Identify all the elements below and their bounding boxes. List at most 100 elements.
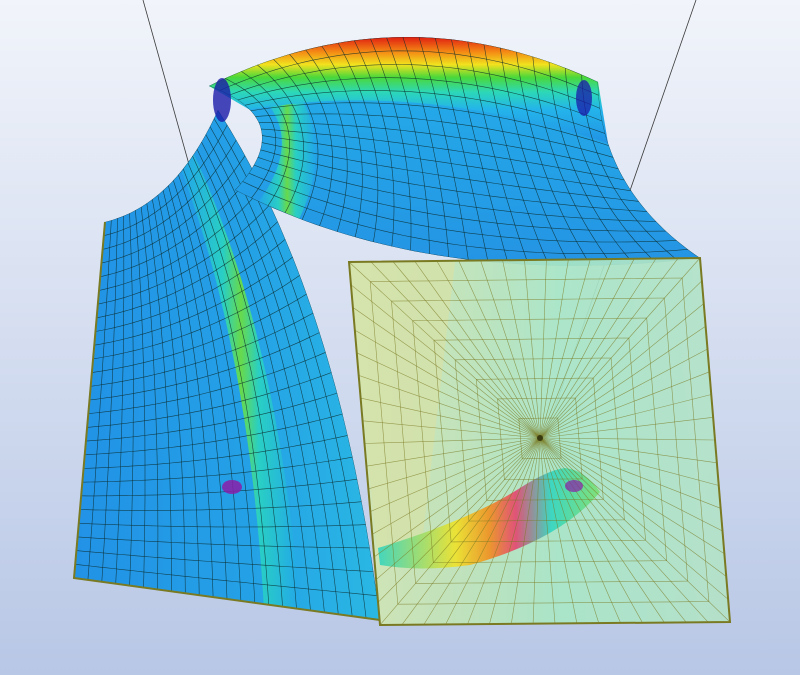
panel-fan-line [539, 437, 725, 555]
panel-fan-line [502, 260, 541, 439]
panel-fan-line [480, 260, 541, 439]
panel-fan-line [401, 437, 541, 625]
left-mesh-line [79, 501, 362, 511]
panel-fan-line [539, 258, 657, 439]
panel-fan-line [366, 437, 541, 467]
saddle-mesh-line [250, 102, 609, 146]
panel-fan-line [489, 437, 541, 625]
panel-fan-line [539, 303, 704, 439]
panel-contour-line [476, 377, 604, 501]
panel-fan-line [539, 437, 709, 623]
left-mesh-line [77, 536, 370, 549]
panel-fan-line [539, 258, 701, 439]
left-mesh-line [76, 550, 374, 572]
panel-fan-line [356, 352, 541, 439]
stress-hotspots [213, 78, 592, 494]
saddle-mesh-line [261, 142, 639, 202]
left-mesh-line [94, 256, 293, 346]
panel-fan-line [539, 437, 687, 623]
left-mesh-line [89, 332, 320, 401]
panel-fan-line [445, 437, 541, 625]
saddle-mesh-line [258, 122, 619, 170]
left-wall-surface [74, 110, 380, 620]
panel-fan-line [350, 284, 541, 439]
left-mesh-line [101, 155, 246, 264]
panel-fan-line [539, 348, 708, 439]
panel-fan-line [414, 261, 541, 439]
panel-fan-line [539, 326, 706, 439]
panel-contour-line [433, 337, 646, 543]
panel-contour-line [518, 417, 562, 460]
left-mesh-line [85, 392, 338, 442]
hotspot-right [565, 480, 583, 492]
panel-fan-line [539, 437, 729, 600]
panel-fan-line [539, 437, 556, 624]
panel-fan-line [539, 258, 613, 439]
saddle-mesh-line [261, 135, 632, 192]
panel-fan-line [539, 259, 591, 439]
panel-focus-point [537, 435, 543, 441]
panel-fan-line [374, 437, 541, 558]
panel-fan-line [349, 261, 541, 439]
panel-fan-line [362, 420, 541, 439]
left-mesh-line [75, 564, 377, 596]
left-mesh-line [97, 204, 271, 305]
panel-fan-line [539, 437, 723, 532]
panel-contour-line [497, 397, 583, 480]
left-mesh-line [98, 187, 263, 291]
panel-fan-line [372, 437, 541, 535]
left-mesh-line [83, 435, 348, 469]
left-mesh-line [90, 312, 314, 387]
panel-fan-line [539, 437, 600, 624]
panel-fan-line [358, 375, 541, 439]
left-mesh-line [84, 413, 343, 456]
panel-fan-line [539, 437, 621, 624]
panel-fan-line [539, 437, 730, 623]
panel-fan-line [368, 437, 541, 490]
panel-fan-line [370, 437, 541, 512]
left-mesh-line [87, 372, 332, 428]
panel-fan-line [360, 397, 541, 439]
panel-fan-line [539, 258, 635, 439]
left-mesh-line [81, 478, 358, 497]
left-mesh-line [100, 171, 254, 278]
hotspot-left [222, 480, 242, 494]
left-mesh-line [95, 238, 286, 332]
panel-fan-line [524, 259, 541, 439]
panel-fan-line [539, 394, 712, 439]
left-mesh-line [102, 139, 237, 250]
hotspot-top-right [576, 80, 592, 116]
panel-fan-line [539, 437, 727, 577]
panel-fan-line [467, 437, 541, 625]
panel-fan-line [354, 329, 541, 439]
panel-contour-line [369, 277, 710, 605]
panel-fan-line [539, 437, 721, 509]
guide-line-left [142, 0, 191, 169]
panel-fan-line [375, 437, 541, 580]
left-wall-ridge [181, 154, 301, 610]
saddle-mesh-line [237, 77, 603, 122]
saddle-mesh-line [255, 113, 614, 158]
hotspot-top-left [213, 78, 231, 122]
panel-fan-line [539, 258, 679, 439]
left-mesh-line [103, 124, 228, 236]
panel-fan-line [539, 437, 578, 624]
saddle-mesh-line [260, 128, 625, 181]
left-mesh-line [96, 221, 278, 319]
saddle-mesh-line [244, 90, 606, 134]
saddle-mesh-line [253, 164, 666, 232]
panel-contour-line [412, 317, 668, 564]
left-mesh-line [91, 293, 307, 373]
panel-fan-line [532, 437, 541, 624]
deformed-mesh-model[interactable] [72, 37, 732, 627]
panel-fan-line [539, 417, 714, 439]
panel-fan-line [458, 260, 541, 439]
panel-fan-line [539, 371, 710, 439]
panel-fan-line [364, 437, 541, 444]
panel-fan-line [539, 280, 703, 439]
panel-fan-line [539, 437, 719, 486]
saddle-mesh-line [229, 64, 601, 109]
saddle-mesh-line [242, 181, 688, 255]
